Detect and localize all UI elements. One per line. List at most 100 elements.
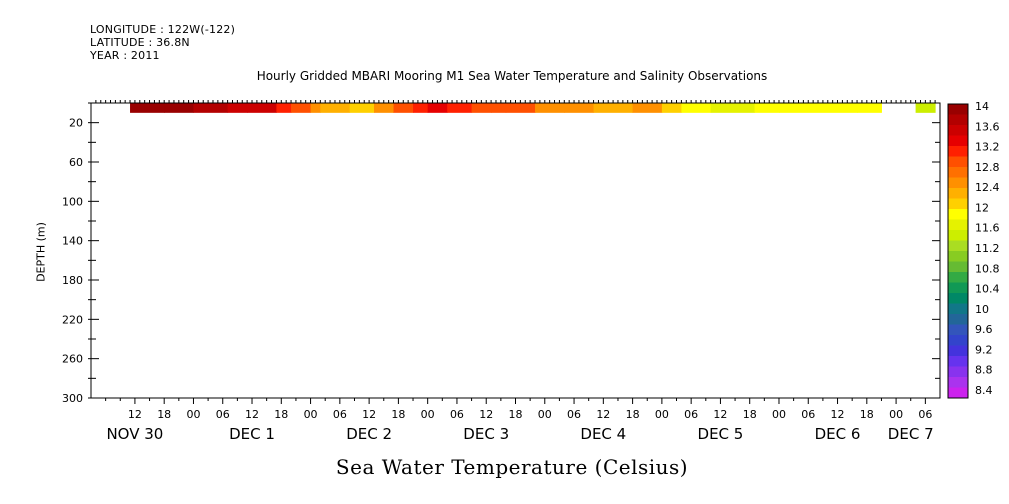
colorbar-swatch (948, 104, 968, 115)
colorbar-swatch (948, 324, 968, 336)
colorbar-frame (947, 103, 969, 399)
heatmap-cell (564, 103, 595, 113)
heatmap-cell (505, 103, 536, 113)
x-hour-label: 00 (421, 408, 435, 421)
y-tick-label: 260 (62, 353, 83, 366)
year-label: YEAR : 2011 (90, 49, 160, 62)
colorbar-swatch (948, 272, 968, 283)
x-hour-label: 18 (743, 408, 757, 421)
colorbar-swatch (948, 177, 968, 189)
x-hour-label: 12 (479, 408, 493, 421)
x-hour-label: 12 (713, 408, 727, 421)
colorbar-label: 12 (975, 201, 989, 214)
x-date-label: DEC 2 (346, 425, 392, 443)
colorbar-swatch (948, 377, 968, 388)
y-tick-label: 20 (69, 117, 83, 130)
colorbar-swatch (948, 125, 968, 136)
heatmap-cell (349, 103, 375, 113)
heatmap-cell (427, 103, 448, 113)
heatmap-cell (593, 103, 634, 113)
x-hour-label: 00 (655, 408, 669, 421)
colorbar-swatch (948, 387, 968, 399)
colorbar-label: 10.4 (975, 283, 1000, 296)
x-date-label: DEC 7 (888, 425, 934, 443)
x-hour-label: 06 (450, 408, 464, 421)
colorbar-label: 11.2 (975, 242, 1000, 255)
heatmap-cell (393, 103, 414, 113)
x-hour-label: 00 (889, 408, 903, 421)
colorbar-swatch (948, 345, 968, 357)
heatmap-cell (320, 103, 351, 113)
plot-frame (90, 102, 941, 399)
colorbar: 14 13.6 13.2 12.8 12.4 12 11.6 11.2 10.8 10.4 10 9.… (947, 100, 1000, 399)
colorbar-swatch (948, 251, 968, 262)
heatmap-cell (754, 103, 780, 113)
x-hour-label: 06 (684, 408, 698, 421)
colorbar-label: 11.6 (975, 222, 1000, 235)
heatmap-cell (857, 103, 882, 113)
y-tick-label: 220 (62, 313, 83, 326)
heatmap-cell (413, 103, 429, 113)
x-hour-label: 06 (333, 408, 347, 421)
heatmap-cell (291, 103, 312, 113)
colorbar-label: 10 (975, 303, 989, 316)
colorbar-label: 9.6 (975, 323, 993, 336)
heatmap-cell (491, 103, 507, 113)
colorbar-swatch (948, 282, 968, 294)
heatmap-cell (471, 103, 492, 113)
colorbar-label: 8.4 (975, 384, 993, 397)
axis-labels: 20 60 100 140 180 220 260 300 12 18 00 06 12 18 00 06 12… (62, 117, 934, 443)
colorbar-swatch (948, 219, 968, 231)
heatmap-cell (710, 103, 756, 113)
colorbar-swatch (948, 356, 968, 367)
heatmap-cell (310, 103, 321, 113)
axis-ticks (88, 100, 940, 404)
colorbar-label: 13.2 (975, 141, 1000, 154)
colorbar-swatch (948, 167, 968, 178)
y-axis-label: DEPTH (m) (34, 222, 48, 282)
colorbar-label: 8.8 (975, 364, 993, 377)
x-hour-label: 12 (596, 408, 610, 421)
colorbar-swatch (948, 261, 968, 273)
y-tick-label: 100 (62, 195, 83, 208)
x-axis-label: Sea Water Temperature (Celsius) (335, 455, 689, 479)
colorbar-swatch (948, 198, 968, 210)
y-tick-label: 180 (62, 274, 83, 287)
heatmap-cell (915, 103, 936, 113)
colorbar-swatch (948, 293, 968, 304)
x-date-label: DEC 3 (463, 425, 509, 443)
colorbar-swatch (948, 240, 968, 252)
heatmap-cell (247, 103, 277, 113)
x-hour-label: 00 (186, 408, 200, 421)
colorbar-swatch (948, 135, 968, 147)
x-date-label: DEC 1 (229, 425, 275, 443)
x-hour-label: 06 (567, 408, 581, 421)
x-hour-label: 18 (860, 408, 874, 421)
x-date-label: DEC 5 (698, 425, 744, 443)
x-hour-label: 06 (216, 408, 230, 421)
colorbar-label: 14 (975, 100, 989, 113)
x-hour-label: 12 (362, 408, 376, 421)
colorbar-label: 10.8 (975, 262, 1000, 275)
x-hour-label: 18 (509, 408, 523, 421)
colorbar-label: 9.2 (975, 343, 993, 356)
colorbar-swatch (948, 230, 968, 241)
latitude-label: LATITUDE : 36.8N (90, 36, 190, 49)
chart-title: Hourly Gridded MBARI Mooring M1 Sea Wate… (256, 69, 768, 83)
colorbar-label: 12.4 (975, 181, 1000, 194)
heatmap-cell (661, 103, 682, 113)
heatmap-cell (227, 103, 248, 113)
longitude-label: LONGITUDE : 122W(-122) (90, 23, 236, 36)
x-hour-label: 18 (391, 408, 405, 421)
colorbar-label: 13.6 (975, 120, 1000, 133)
heatmap-layer (130, 103, 936, 113)
x-date-label: NOV 30 (106, 425, 163, 443)
colorbar-swatch (948, 335, 968, 346)
colorbar-swatch (948, 314, 968, 325)
x-hour-label: 12 (831, 408, 845, 421)
colorbar-swatch (948, 303, 968, 315)
colorbar-swatch (948, 156, 968, 168)
x-hour-label: 18 (274, 408, 288, 421)
x-date-label: DEC 6 (815, 425, 861, 443)
